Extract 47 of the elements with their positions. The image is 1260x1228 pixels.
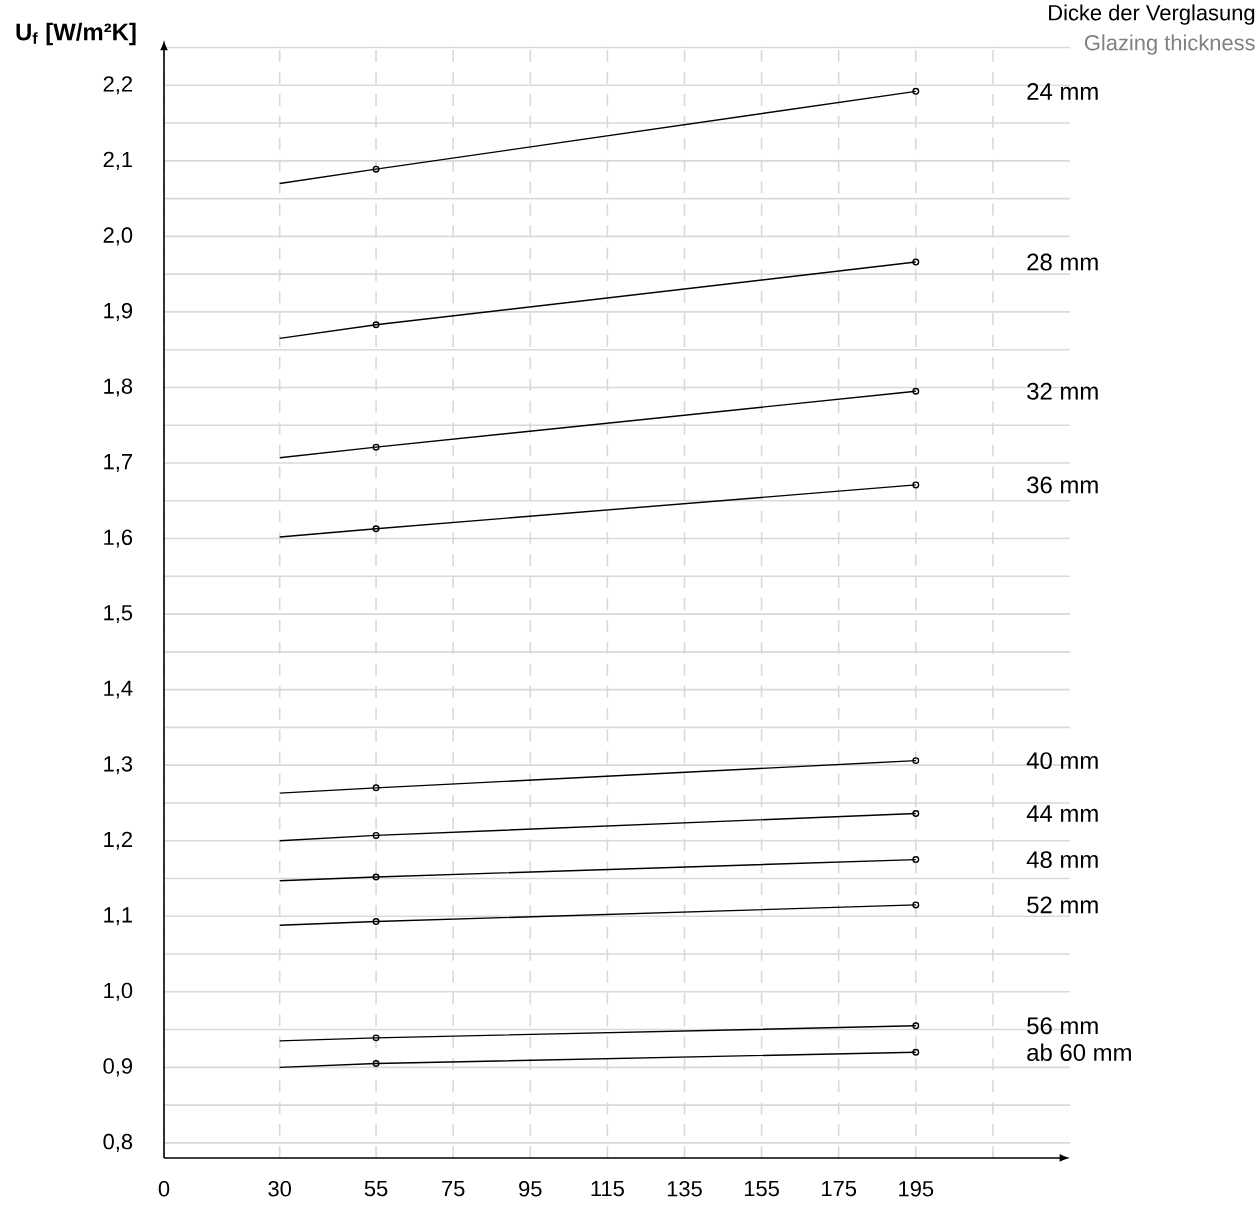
y-tick-label: 1,6 (104, 529, 133, 548)
text: 44 mm (1026, 805, 1098, 822)
text: 24 mm (1027, 83, 1098, 100)
text: ab 60 mm (1027, 1043, 1131, 1061)
y-tick-label: 1,2 (104, 831, 132, 850)
x-tick-label: 0 (158, 1180, 170, 1197)
x-tick-label: 115 (591, 1180, 624, 1197)
y-tick-label: 1,9 (104, 302, 133, 321)
x-tick-label: 195 (899, 1180, 934, 1197)
text: 28 mm (1027, 253, 1098, 271)
point (372, 918, 380, 926)
x-tick-label: 55 (364, 1180, 388, 1197)
y-tick-label: 1,0 (104, 982, 133, 1001)
text: 52 mm (1027, 896, 1098, 914)
y-tick-label: 1,4 (104, 680, 133, 699)
point (372, 1034, 380, 1042)
y-tick-label: 1,7 (104, 454, 132, 472)
text: 40 mm (1026, 752, 1098, 770)
y-tick-label: 2,1 (103, 151, 132, 170)
x-tick-label: 30 (268, 1180, 291, 1197)
y-tick-label: 1,1 (104, 907, 132, 926)
y-tick-label: 2,0 (103, 227, 133, 246)
point (372, 1060, 380, 1068)
x-tick-label: 175 (822, 1180, 857, 1197)
y-tick-label: 2,2 (103, 76, 132, 95)
text: Glazing thickness (1084, 34, 1255, 55)
point (372, 443, 380, 451)
y-tick-label: 0,9 (103, 1058, 133, 1077)
y-tick-label: 1,8 (104, 378, 133, 397)
point (372, 165, 380, 173)
legend-title: Dicke der Verglasung (1049, 4, 1255, 25)
x-tick-label: 75 (442, 1180, 465, 1197)
x-tick-label: 135 (667, 1180, 702, 1197)
y-axis-title: U$_{f}$ [W/m²K] (16, 22, 136, 46)
y-tick-label: 0,8 (103, 1133, 133, 1152)
text: 36 mm (1027, 476, 1098, 494)
point (372, 784, 380, 792)
text: 48 mm (1026, 851, 1098, 869)
y-tick-label: 1,5 (104, 605, 133, 624)
text: 32 mm (1027, 382, 1098, 400)
y-tick-label: 1,3 (104, 756, 133, 775)
text: 56 mm (1027, 1017, 1098, 1035)
x-tick-label: 155 (744, 1180, 779, 1197)
point (372, 831, 380, 839)
point (372, 525, 380, 533)
x-tick-label: 95 (519, 1180, 542, 1197)
point (372, 321, 380, 329)
